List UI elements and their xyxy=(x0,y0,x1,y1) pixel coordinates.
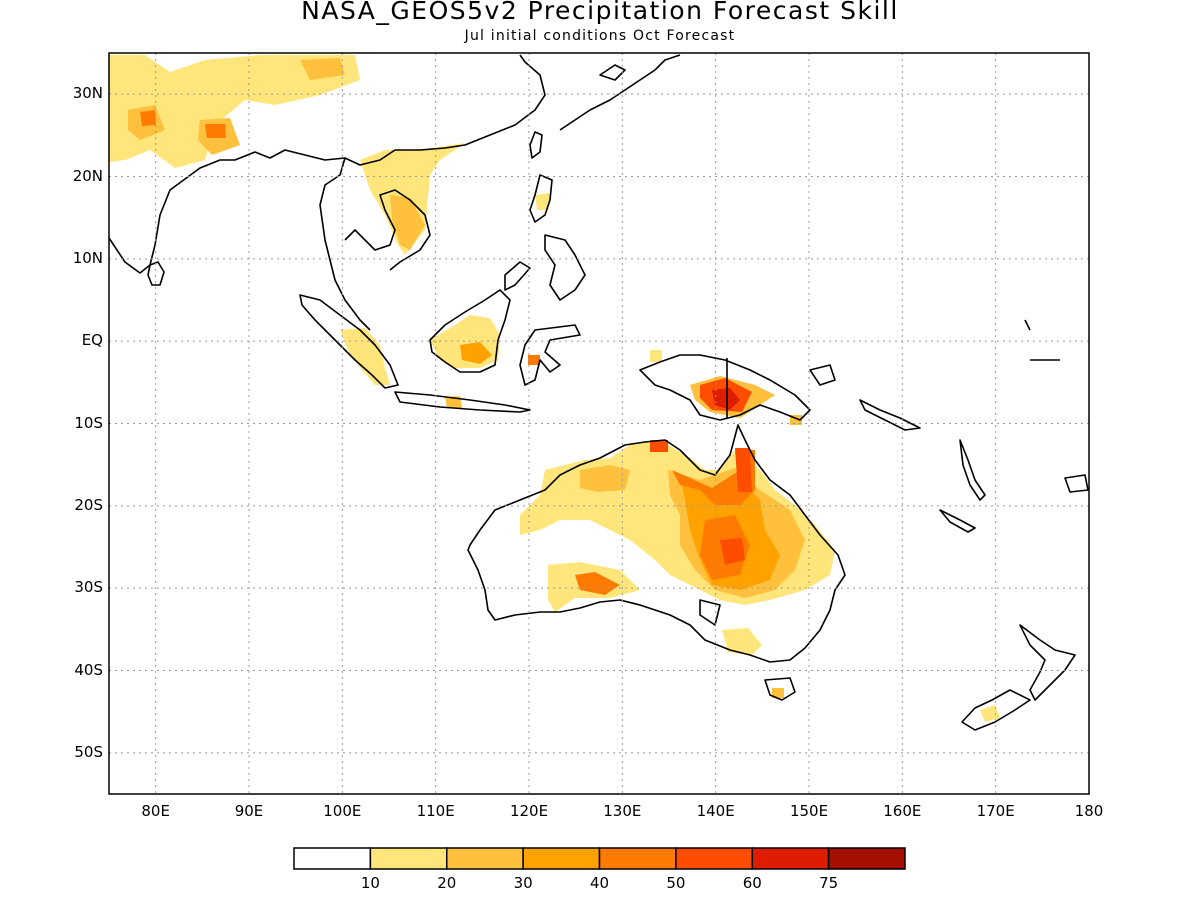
colorbar xyxy=(293,847,906,870)
skill-region-sulawesi xyxy=(528,355,540,365)
colorbar-swatch xyxy=(369,847,448,870)
colorbar-tick-label: 50 xyxy=(666,874,686,892)
latitude-label: 20S xyxy=(74,495,103,514)
skill-region-tasmania xyxy=(772,688,784,698)
colorbar-swatch xyxy=(598,847,677,870)
sumatra-coastline xyxy=(299,294,399,389)
skill-region-south-asia-core xyxy=(128,58,345,155)
taiwan-coastline xyxy=(529,131,543,159)
longitude-label: 120E xyxy=(509,802,549,820)
colorbar-swatch xyxy=(522,847,601,870)
coastlines xyxy=(109,54,1089,731)
sri-lanka-coastline xyxy=(147,261,165,286)
latitude-label: 10S xyxy=(74,413,103,432)
longitude-label: 100E xyxy=(323,802,362,820)
colorbar-swatch xyxy=(293,847,372,870)
latitude-label: EQ xyxy=(81,331,103,350)
longitude-label: 180 xyxy=(1074,802,1104,820)
colorbar-swatch xyxy=(446,847,524,870)
skill-region-australia-east-peak xyxy=(650,440,752,565)
latitude-label: 30S xyxy=(74,578,103,597)
colorbar-tick-label: 40 xyxy=(589,874,610,892)
australia-coastline xyxy=(467,424,846,663)
longitude-label: 170E xyxy=(976,802,1015,820)
latitude-label: 20N xyxy=(72,166,103,185)
skill-region-borneo-core xyxy=(460,342,492,364)
colorbar-tick-label: 10 xyxy=(360,874,380,892)
colorbar-tick-label: 30 xyxy=(513,874,533,892)
colorbar-tick-label: 75 xyxy=(819,874,839,892)
skill-region-indochina xyxy=(360,143,465,255)
skill-region-australia-east-strong xyxy=(575,450,755,595)
borneo-coastline xyxy=(429,289,511,373)
colorbar-tick-label: 60 xyxy=(742,874,762,892)
java-coastline xyxy=(394,391,531,413)
solomon-islands-coastline xyxy=(809,364,921,431)
longitude-label: 150E xyxy=(789,802,829,820)
latitude-label: 10N xyxy=(72,248,103,267)
japan-coastline xyxy=(559,54,681,131)
skill-region-victoria xyxy=(722,628,762,655)
latitude-label: 50S xyxy=(74,742,103,761)
sulawesi-coastline xyxy=(519,324,581,386)
new-guinea-coastline xyxy=(639,354,811,421)
new-zealand-coastline xyxy=(961,624,1076,731)
longitude-label: 160E xyxy=(883,802,922,820)
map-title: NASA_GEOS5v2 Precipitation Forecast Skil… xyxy=(301,0,899,25)
pacific-islands-coastline xyxy=(939,319,1089,533)
skill-region-new-zealand xyxy=(980,705,1000,722)
colorbar-swatch xyxy=(827,847,906,870)
skill-region-south-asia-peak xyxy=(140,110,226,138)
longitude-label: 140E xyxy=(696,802,735,820)
philippines-coastline xyxy=(504,174,586,301)
skill-region-sumatra xyxy=(340,328,390,385)
skill-region-philippines xyxy=(535,193,550,210)
map-subtitle: Jul initial conditions Oct Forecast xyxy=(464,28,736,44)
tasmania-coastline xyxy=(764,677,796,701)
skill-region-new-guinea-peak xyxy=(712,388,740,410)
longitude-label: 90E xyxy=(234,802,264,820)
map-gridlines xyxy=(109,53,1089,794)
skill-region-south-asia xyxy=(109,55,360,168)
indochina-coastline xyxy=(319,157,431,331)
asia-coastline xyxy=(109,54,546,274)
skill-shading xyxy=(109,55,1000,722)
colorbar-swatch xyxy=(751,847,830,870)
longitude-label: 130E xyxy=(603,802,642,820)
latitude-label: 30N xyxy=(72,84,103,103)
colorbar-swatch xyxy=(675,847,753,870)
colorbar-tick-label: 20 xyxy=(437,874,457,892)
skill-region-australia-kimberley xyxy=(580,465,630,492)
skill-region-moluccas xyxy=(650,350,662,362)
longitude-label: 110E xyxy=(416,802,455,820)
skill-region-vietnam xyxy=(390,195,425,250)
longitude-label: 80E xyxy=(141,802,170,820)
latitude-label: 40S xyxy=(74,660,103,679)
map-frame xyxy=(108,52,1090,795)
